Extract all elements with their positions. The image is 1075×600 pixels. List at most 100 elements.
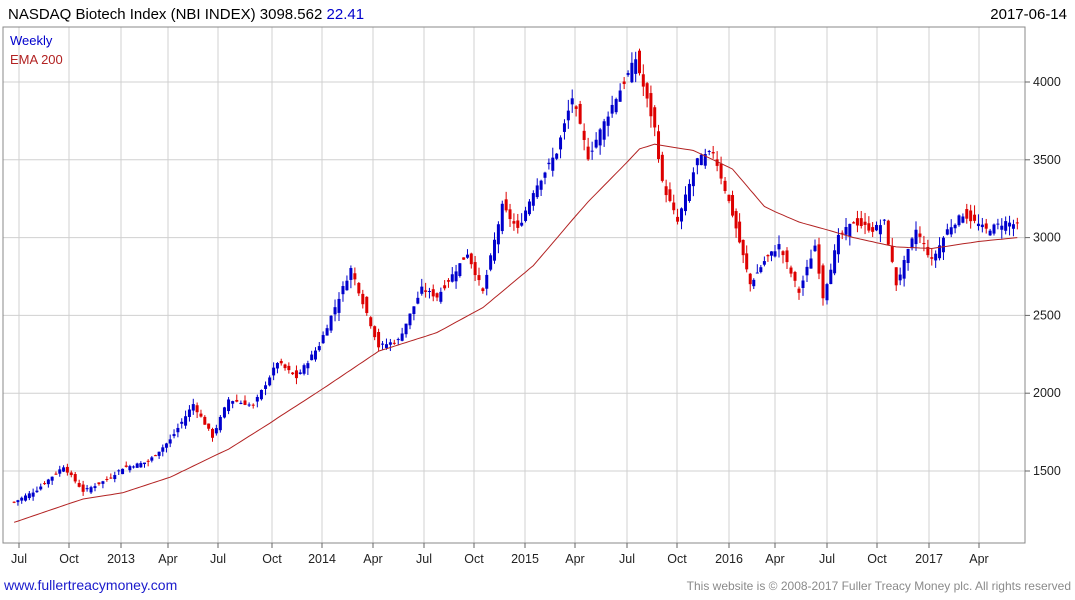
candle — [227, 397, 231, 415]
candle — [664, 179, 668, 203]
candle — [957, 214, 961, 227]
x-tick-label: Jul — [210, 552, 226, 566]
candle — [1008, 215, 1012, 236]
candle — [176, 423, 180, 438]
candle — [243, 395, 247, 406]
candle — [555, 152, 559, 161]
candle — [298, 369, 302, 375]
candle — [191, 398, 195, 415]
candle — [222, 406, 226, 419]
grid — [3, 27, 1025, 543]
candle — [427, 287, 431, 299]
candle — [805, 259, 809, 282]
candle — [890, 237, 894, 264]
candle — [626, 70, 630, 77]
candle — [50, 476, 54, 485]
candle — [852, 221, 856, 224]
candle — [766, 254, 770, 262]
candle — [275, 362, 279, 374]
candle — [231, 400, 235, 409]
candle — [195, 402, 199, 419]
candle — [707, 149, 711, 156]
candle — [268, 375, 272, 387]
candle — [657, 124, 661, 163]
candle — [539, 179, 543, 196]
candle — [287, 362, 291, 374]
candle — [172, 429, 176, 439]
candle — [477, 267, 481, 286]
y-tick-label: 3500 — [1033, 153, 1061, 167]
candle — [683, 186, 687, 216]
candle — [187, 405, 191, 422]
candle — [255, 394, 259, 408]
candle — [769, 251, 773, 262]
candle — [773, 244, 777, 258]
candle — [321, 331, 325, 344]
candle — [412, 306, 416, 321]
candle — [302, 363, 306, 376]
candle — [157, 451, 161, 459]
candlestick-series — [12, 48, 1019, 506]
plot-frame — [2, 26, 1026, 544]
footer-url-link[interactable]: www.fullertreacymoney.com — [4, 577, 178, 593]
candle — [89, 485, 93, 494]
candle — [914, 221, 918, 251]
candle — [614, 97, 618, 115]
candle — [570, 89, 574, 113]
candle — [247, 402, 251, 407]
candle — [235, 394, 239, 403]
candle — [582, 123, 586, 151]
candle — [69, 470, 73, 478]
candle — [687, 179, 691, 203]
candle — [703, 148, 707, 169]
candle — [431, 284, 435, 302]
candle — [734, 208, 738, 238]
candle — [207, 423, 211, 431]
candle — [416, 291, 420, 305]
x-tick-label: Apr — [565, 552, 584, 566]
candle — [310, 350, 314, 361]
candle — [727, 194, 731, 204]
candle — [641, 64, 645, 97]
candle — [435, 292, 439, 302]
candle — [524, 206, 528, 223]
candle — [27, 491, 31, 501]
candle — [527, 199, 531, 216]
candle — [551, 147, 555, 177]
chart-header: NASDAQ Biotech Index (NBI INDEX) 3098.56… — [8, 6, 364, 23]
candle — [699, 153, 703, 166]
candle — [715, 151, 719, 172]
y-tick-label: 2500 — [1033, 308, 1061, 322]
candle — [902, 255, 906, 287]
candle — [373, 325, 377, 341]
candle — [855, 210, 859, 233]
candle — [547, 158, 551, 170]
candle — [46, 478, 50, 488]
candle — [203, 415, 207, 425]
candle — [135, 462, 139, 468]
candle — [813, 239, 817, 252]
candle — [132, 465, 136, 469]
candle — [723, 177, 727, 194]
candle — [988, 228, 992, 236]
candle — [878, 219, 882, 243]
candle — [211, 427, 215, 442]
candle — [934, 250, 938, 268]
x-axis: Jul Oct 2013 Apr Jul Oct 2014 Apr Jul Oct 2015 Apr J… — [11, 543, 989, 566]
x-tick-label: Apr — [363, 552, 382, 566]
candle — [1011, 219, 1015, 237]
candle — [408, 313, 412, 330]
candle — [24, 493, 28, 502]
x-tick-label: Oct — [667, 552, 687, 566]
chart-date: 2017-06-14 — [990, 6, 1067, 23]
candle — [396, 337, 400, 345]
candle — [793, 270, 797, 288]
candle — [598, 127, 602, 155]
candle — [20, 496, 24, 504]
candle — [894, 267, 898, 292]
candle — [377, 328, 381, 352]
y-axis: 1500 2000 2500 3000 3500 4000 — [1025, 75, 1061, 478]
candle — [543, 171, 547, 185]
candle — [239, 400, 243, 405]
candle — [218, 414, 222, 433]
